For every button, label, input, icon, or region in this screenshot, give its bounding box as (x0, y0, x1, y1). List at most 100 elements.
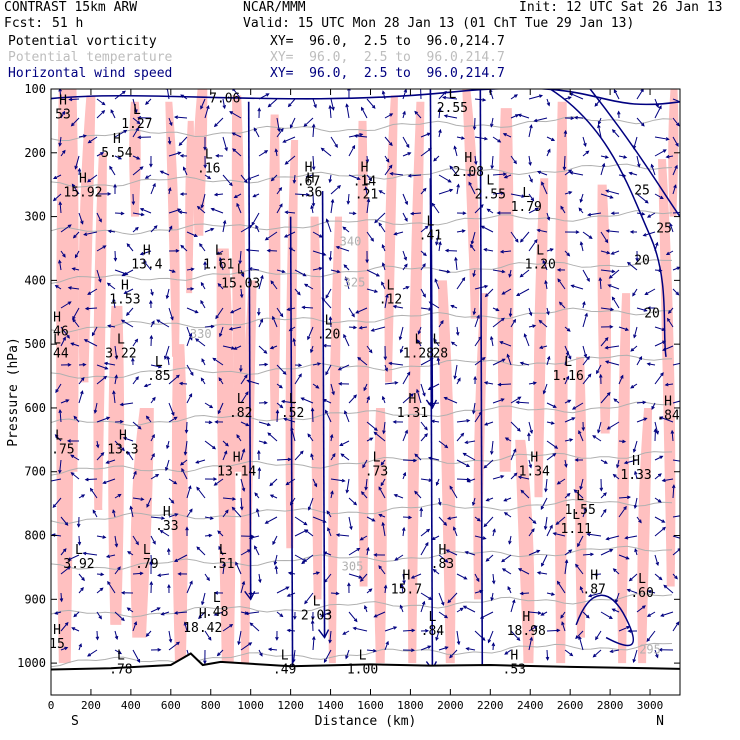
wind-vector (239, 250, 242, 264)
wind-vector (160, 530, 170, 537)
wind-arrowhead (547, 148, 551, 153)
wind-vector (276, 269, 285, 273)
wind-arrowhead (445, 549, 450, 553)
wind-vector (671, 430, 674, 442)
wind-arrowhead (126, 312, 130, 317)
wind-vector (301, 397, 314, 404)
wind-vector (420, 421, 428, 430)
wind-vector (438, 189, 453, 195)
wind-vector (164, 345, 170, 359)
extremum-value: .53 (503, 662, 526, 677)
wind-arrowhead (586, 532, 591, 537)
wind-vector (559, 301, 566, 309)
wind-vector (275, 566, 278, 575)
wind-arrowhead (398, 336, 403, 341)
wind-arrowhead (681, 514, 684, 517)
wind-vector (654, 473, 662, 480)
extremum-letter: L (536, 243, 544, 258)
wind-arrowhead (117, 566, 121, 571)
wind-arrowhead (358, 325, 363, 330)
wind-vector (265, 231, 278, 241)
wind-vector (402, 212, 408, 222)
wind-vector (312, 267, 322, 271)
wind-vector (537, 171, 548, 176)
wind-vector (546, 98, 550, 106)
wind-arrowhead (655, 241, 659, 246)
wind-vector (265, 516, 278, 524)
wind-arrowhead (266, 248, 271, 253)
wind-vector (72, 184, 80, 195)
wind-vector (366, 174, 372, 181)
wind-arrowhead (481, 357, 486, 361)
wind-arrowhead (604, 155, 609, 159)
wind-arrowhead (320, 147, 325, 152)
wind-arrowhead (575, 635, 579, 640)
wind-vector (542, 260, 548, 271)
extremum-value: 15.03 (221, 277, 260, 292)
wind-arrowhead (404, 201, 408, 206)
wind-vector (287, 629, 296, 632)
wind-arrowhead (399, 349, 404, 354)
forecast-label: Fcst: (4, 16, 44, 31)
wind-vector (613, 474, 620, 480)
wind-arrowhead (140, 212, 145, 217)
wind-arrowhead (674, 164, 678, 169)
wind-arrowhead (91, 332, 96, 337)
wind-arrowhead (351, 144, 356, 149)
wind-arrowhead (124, 271, 129, 276)
wind-arrowhead (407, 152, 412, 156)
wind-vector (539, 320, 548, 328)
wind-arrowhead (52, 197, 57, 202)
wind-arrowhead (82, 362, 87, 367)
wind-arrowhead (345, 103, 349, 108)
wind-arrowhead (71, 267, 76, 271)
extremum-value: 1.00 (347, 662, 378, 677)
wind-arrowhead (328, 639, 332, 644)
wind-vector (343, 264, 350, 271)
wind-arrowhead (71, 627, 76, 631)
wind-arrowhead (469, 244, 474, 249)
wind-vector (165, 459, 170, 471)
wind-vector (303, 117, 314, 127)
wind-vector (343, 334, 350, 347)
extremum-value: .51 (211, 557, 234, 572)
wind-vector (546, 212, 550, 221)
wind-arrowhead (633, 504, 638, 509)
wind-vector (438, 129, 441, 138)
wind-arrowhead (156, 607, 161, 611)
wind-arrowhead (233, 194, 238, 199)
extremum-letter: H (119, 428, 127, 443)
wind-arrowhead (491, 580, 496, 585)
wind-vector (528, 95, 543, 100)
wind-arrowhead (212, 445, 217, 450)
wind-vector (654, 554, 659, 566)
wind-arrowhead (360, 491, 365, 495)
wind-arrowhead (462, 452, 467, 457)
wind-vector (600, 250, 610, 254)
wind-arrowhead (456, 641, 461, 646)
center-title: NCAR/MMM (243, 0, 306, 15)
wind-arrowhead (567, 96, 572, 100)
wind-arrowhead (632, 292, 636, 297)
wind-vector (504, 174, 512, 179)
wind-vector (204, 440, 216, 450)
wind-arrowhead (298, 373, 302, 378)
wind-vector (433, 338, 440, 347)
wind-vector (150, 607, 161, 613)
extremum-value: 1.31 (397, 406, 428, 421)
wind-arrowhead (587, 593, 593, 598)
wind-arrowhead (555, 521, 560, 526)
wind-vector (435, 231, 440, 245)
wind-arrowhead (476, 517, 481, 522)
wind-vector (528, 625, 538, 632)
wind-vector (312, 193, 315, 206)
wind-arrowhead (414, 490, 418, 495)
terrain-line (51, 652, 680, 671)
wind-arrowhead (490, 123, 494, 128)
wind-arrowhead (394, 381, 399, 385)
wind-vector (672, 548, 680, 556)
extremum-letter: H (409, 392, 417, 407)
wind-arrowhead (103, 361, 108, 366)
wind-vector (196, 459, 206, 464)
wind-arrowhead (609, 195, 614, 199)
